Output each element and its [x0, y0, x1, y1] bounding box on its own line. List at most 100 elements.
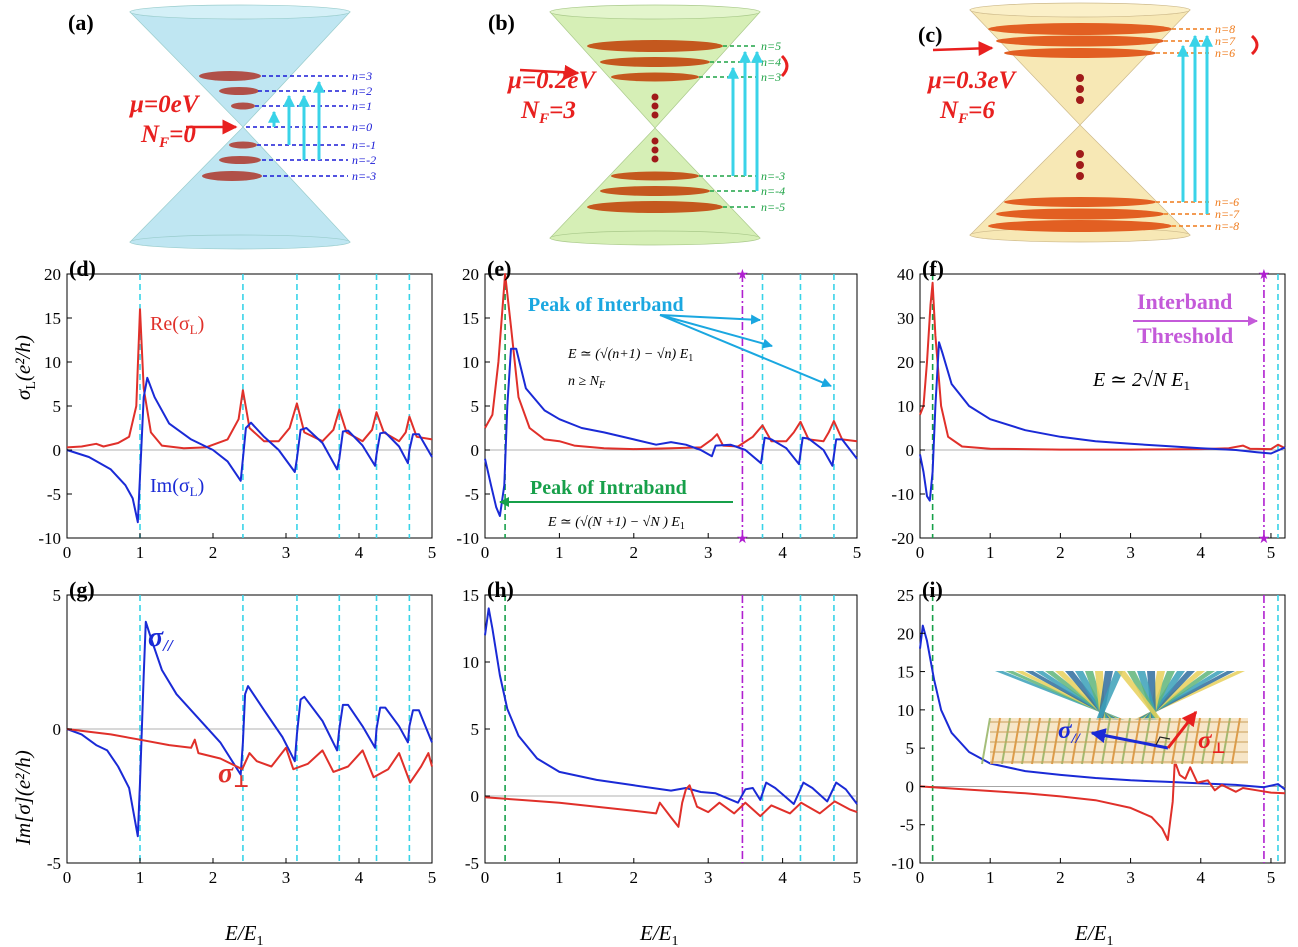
- panel-label-b: (b): [488, 10, 515, 35]
- x-tick-label: 3: [1126, 543, 1135, 562]
- x-axis-label: E/E1: [639, 921, 679, 947]
- x-tick-label: 4: [355, 868, 364, 887]
- level-label: n=0: [352, 120, 372, 134]
- x-tick-label: 4: [355, 543, 364, 562]
- y-tick-label: -20: [891, 529, 914, 548]
- y-tick-label: -5: [465, 485, 479, 504]
- y-tick-label: -10: [456, 529, 479, 548]
- lattice-line: [1021, 717, 1031, 765]
- y-tick-label: -10: [891, 854, 914, 873]
- y-tick-label: 15: [897, 663, 914, 682]
- x-tick-label: 2: [630, 868, 639, 887]
- nf-label-c: NF=6: [939, 97, 995, 127]
- dots-b: [651, 93, 659, 163]
- lattice-line: [1081, 717, 1091, 765]
- series-line: [484, 784, 858, 828]
- level-label: n=-8: [1215, 219, 1239, 233]
- x-tick-label: 0: [63, 868, 72, 887]
- level-label: n=-3: [761, 169, 785, 183]
- panel-label-d: (d): [69, 256, 96, 281]
- level-label: n=-1: [352, 138, 376, 152]
- series-line: [66, 376, 433, 524]
- star-marker: ★: [736, 268, 749, 283]
- plot-frame: [66, 273, 433, 539]
- x-tick-label: 5: [428, 543, 437, 562]
- y-tick-label: -10: [38, 529, 61, 548]
- x-tick-label: 3: [282, 868, 291, 887]
- x-tick-label: 4: [778, 868, 787, 887]
- landau-levels-c: [988, 23, 1172, 232]
- series-line: [66, 620, 433, 838]
- panel-g: 0 1 2 3 4 5-505 (g): [47, 577, 436, 887]
- y-tick-label: 20: [462, 265, 479, 284]
- re-sigma-label: Re(σL): [150, 313, 204, 337]
- x-tick-label: 4: [1197, 543, 1206, 562]
- transition-arrows-c: [1177, 34, 1213, 214]
- y-tick-label: 15: [44, 309, 61, 328]
- level-label: n=-7: [1215, 207, 1240, 221]
- curl-icon-b: [780, 54, 789, 78]
- lattice-line: [1031, 717, 1041, 765]
- y-tick-label: -5: [47, 485, 61, 504]
- panel-label-c: (c): [918, 22, 942, 47]
- lattice-strip: [1117, 671, 1162, 720]
- mu-label-c: μ=0.3eV: [926, 67, 1017, 94]
- series-line: [919, 281, 1286, 451]
- y-axis-label-bottom: Im[σ](e²/h): [11, 750, 35, 846]
- lattice-line: [1011, 717, 1021, 765]
- lattice-line: [981, 717, 991, 765]
- x-tick-label: 1: [136, 543, 145, 562]
- panel-label-a: (a): [68, 10, 94, 35]
- interband-formula: E ≃ (√(n+1) − √n) E1: [567, 347, 693, 364]
- nf-label-a: NF=0: [140, 121, 196, 151]
- y-tick-label: 0: [471, 787, 480, 806]
- series-line: [66, 728, 433, 784]
- lattice-inset: σ// σ⊥: [981, 671, 1248, 765]
- series-line: [484, 607, 858, 805]
- lattice-line: [1211, 717, 1221, 765]
- star-marker: ★: [1258, 532, 1271, 547]
- star-marker: ★: [736, 532, 749, 547]
- level-label: n=3: [352, 69, 372, 83]
- lattice-line: [1221, 717, 1231, 765]
- x-tick-label: 1: [555, 868, 564, 887]
- y-tick-label: 10: [897, 397, 914, 416]
- level-label: n=3: [761, 70, 781, 84]
- x-tick-label: 2: [1056, 868, 1065, 887]
- panel-label-e: (e): [487, 256, 511, 281]
- series-line: [919, 760, 1286, 841]
- level-label: n=-6: [1215, 195, 1239, 209]
- x-tick-label: 4: [778, 543, 787, 562]
- level-label: n=5: [761, 39, 781, 53]
- x-tick-label: 1: [986, 868, 995, 887]
- x-tick-label: 5: [428, 868, 437, 887]
- level-label: n=-2: [352, 153, 376, 167]
- panel-label-g: (g): [69, 577, 95, 602]
- im-sigma-label: Im(σL): [150, 475, 204, 499]
- right-angle-mark: [1155, 736, 1171, 746]
- y-tick-label: 0: [53, 441, 62, 460]
- lattice-line: [1191, 717, 1201, 765]
- y-tick-label: -5: [47, 854, 61, 873]
- lattice-line: [1201, 717, 1211, 765]
- x-tick-label: 3: [1126, 868, 1135, 887]
- y-axis-label-top: σL(e²/h): [11, 335, 39, 400]
- x-tick-label: 1: [986, 543, 995, 562]
- level-label: n=-3: [352, 169, 376, 183]
- lattice-line: [1041, 717, 1051, 765]
- dirac-cone-a: [129, 4, 351, 250]
- lattice-line: [1111, 717, 1121, 765]
- y-tick-label: 20: [44, 265, 61, 284]
- transition-arrows-b: [727, 50, 763, 191]
- y-tick-label: 20: [897, 624, 914, 643]
- series-line: [484, 347, 858, 517]
- x-axis-label: E/E1: [1074, 921, 1114, 947]
- sigma-perp-arrow: [1166, 710, 1198, 749]
- dots-c: [1076, 74, 1084, 180]
- threshold-formula: E ≃ 2√N E1: [1092, 369, 1190, 393]
- sigma-parallel-label: σ//: [148, 622, 175, 655]
- level-label: n=-4: [761, 184, 785, 198]
- landau-levels-a: [199, 71, 262, 181]
